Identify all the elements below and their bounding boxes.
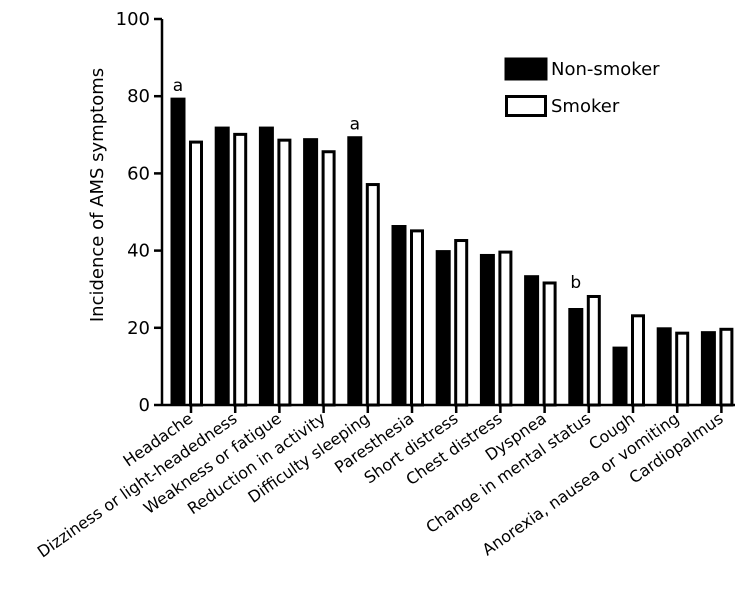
legend-label: Smoker (551, 96, 620, 117)
bar-smoker (277, 138, 292, 407)
legend-swatch (505, 95, 547, 117)
y-tick-label: 0 (139, 395, 150, 416)
bar-smoker (454, 239, 469, 407)
significance-annotation: b (570, 273, 581, 293)
bar-non-smoker (479, 253, 495, 406)
legend: Non-smoker Smoker (504, 57, 660, 117)
bars (170, 97, 734, 407)
bar-non-smoker (568, 308, 584, 406)
bar-non-smoker (656, 327, 672, 406)
y-tick-label: 20 (127, 318, 150, 339)
y-tick-label: 80 (127, 86, 150, 107)
bar-smoker (365, 183, 380, 407)
bar-smoker (542, 281, 557, 407)
legend-label: Non-smoker (551, 59, 660, 80)
bar-non-smoker (435, 250, 451, 406)
y-axis-ticks: 0 20 40 60 80 100 (116, 9, 162, 416)
y-axis-title: Incidence of AMS symptoms (87, 68, 108, 322)
bar-smoker (675, 331, 690, 407)
bar-non-smoker (391, 225, 407, 406)
bar-non-smoker (214, 126, 230, 406)
bar-smoker (410, 229, 424, 407)
bar-non-smoker (170, 97, 186, 406)
significance-annotation: a (350, 115, 360, 135)
bar-smoker (719, 327, 734, 407)
bar-smoker (233, 132, 248, 407)
bar-smoker (498, 250, 513, 407)
bar-non-smoker (612, 346, 628, 406)
annotations: a a b (173, 76, 581, 293)
bar-non-smoker (700, 331, 716, 406)
y-tick-label: 40 (127, 241, 150, 262)
significance-annotation: a (173, 76, 183, 96)
bar-smoker (189, 140, 203, 407)
bar-non-smoker (258, 126, 274, 406)
y-tick-label: 60 (127, 163, 150, 184)
bar-smoker (321, 150, 336, 407)
bar-smoker (586, 294, 601, 407)
bar-non-smoker (347, 136, 363, 406)
legend-swatch (504, 57, 548, 81)
y-tick-label: 100 (116, 9, 150, 30)
bar-non-smoker (524, 275, 540, 406)
bar-non-smoker (303, 138, 319, 406)
bar-smoker (631, 314, 645, 407)
